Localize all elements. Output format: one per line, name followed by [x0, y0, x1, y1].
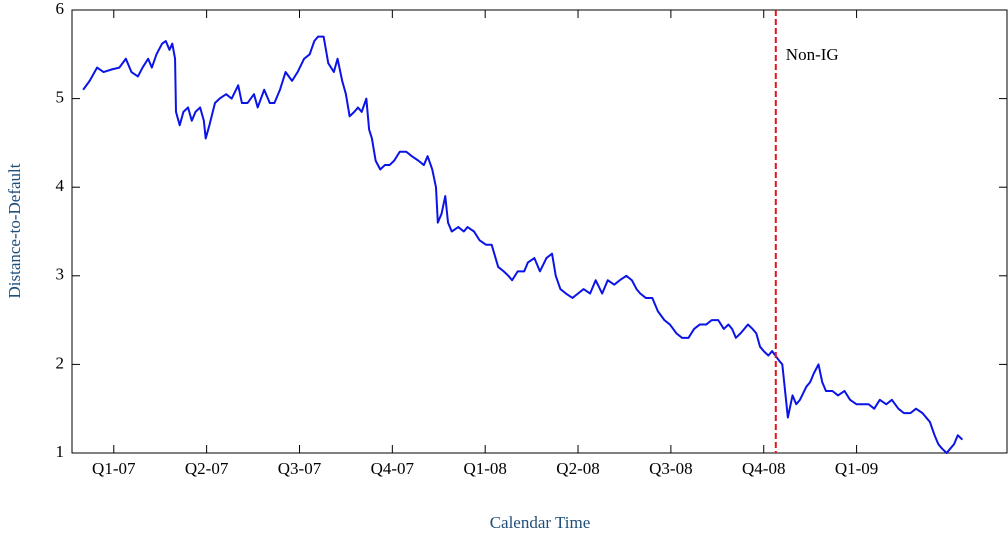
x-axis-label: Calendar Time — [490, 513, 591, 532]
y-axis-label: Distance-to-Default — [5, 163, 24, 298]
y-tick-label: 6 — [56, 0, 65, 18]
line — [82, 35, 964, 454]
y-tick-label: 4 — [56, 176, 65, 195]
x-tick-label: Q3-08 — [649, 459, 692, 478]
y-tick-label: 2 — [56, 353, 65, 372]
x-tick-label: Q3-07 — [278, 459, 322, 478]
x-tick-label: Q2-07 — [185, 459, 229, 478]
y-tick-label: 3 — [56, 265, 65, 284]
x-tick-label: Q1-07 — [92, 459, 136, 478]
x-tick-label: Q4-07 — [371, 459, 415, 478]
x-tick-label: Q1-09 — [835, 459, 878, 478]
y-tick-label: 5 — [56, 88, 65, 107]
x-tick-label: Q1-08 — [463, 459, 506, 478]
annotation-text: Non-IG — [786, 45, 839, 64]
plot-frame — [71, 9, 1008, 454]
y-tick-label: 1 — [56, 442, 65, 461]
x-tick-label: Q2-08 — [556, 459, 599, 478]
x-tick-label: Q4-08 — [742, 459, 785, 478]
